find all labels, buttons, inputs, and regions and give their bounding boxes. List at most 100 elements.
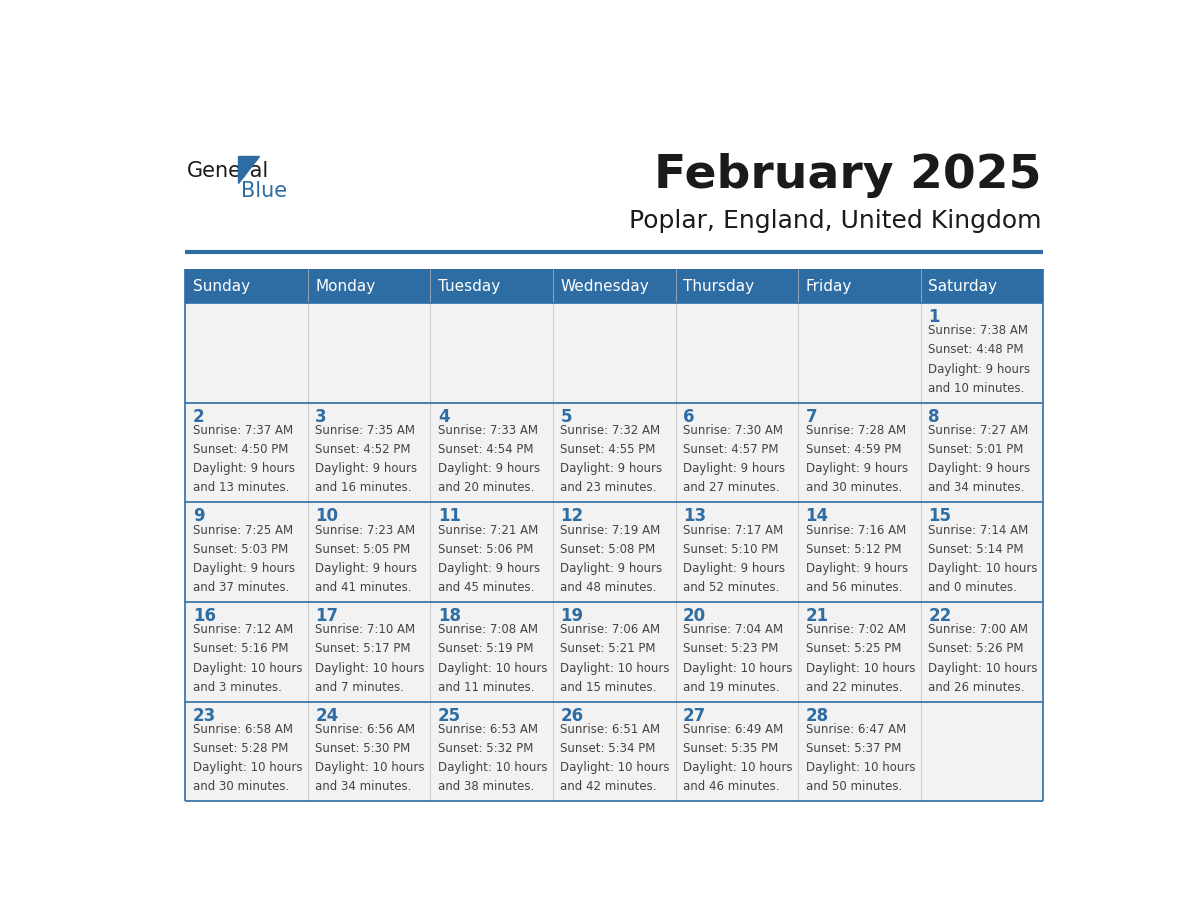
Text: and 30 minutes.: and 30 minutes. [192, 780, 289, 793]
Text: Daylight: 10 hours: Daylight: 10 hours [315, 761, 425, 774]
Text: 26: 26 [561, 707, 583, 724]
Text: Sunset: 4:52 PM: Sunset: 4:52 PM [315, 443, 411, 456]
Text: Daylight: 10 hours: Daylight: 10 hours [315, 662, 425, 675]
Text: 15: 15 [928, 508, 952, 525]
Bar [308, 303, 430, 403]
Bar [430, 602, 554, 701]
Bar [921, 403, 1043, 502]
Text: and 34 minutes.: and 34 minutes. [315, 780, 412, 793]
Polygon shape [239, 156, 259, 183]
Text: Sunrise: 7:04 AM: Sunrise: 7:04 AM [683, 623, 783, 636]
Bar [798, 701, 921, 801]
Text: Sunrise: 7:12 AM: Sunrise: 7:12 AM [192, 623, 293, 636]
Text: 18: 18 [438, 607, 461, 625]
Text: Sunrise: 7:23 AM: Sunrise: 7:23 AM [315, 523, 416, 537]
Bar [554, 403, 676, 502]
Text: 27: 27 [683, 707, 707, 724]
Text: Sunrise: 7:19 AM: Sunrise: 7:19 AM [561, 523, 661, 537]
Text: Daylight: 10 hours: Daylight: 10 hours [683, 761, 792, 774]
Text: and 37 minutes.: and 37 minutes. [192, 581, 289, 594]
Text: Sunrise: 6:47 AM: Sunrise: 6:47 AM [805, 723, 906, 736]
Text: Sunset: 4:57 PM: Sunset: 4:57 PM [683, 443, 778, 456]
Text: and 0 minutes.: and 0 minutes. [928, 581, 1017, 594]
Bar [308, 602, 430, 701]
Text: Daylight: 9 hours: Daylight: 9 hours [561, 562, 663, 575]
Bar [921, 602, 1043, 701]
Text: February 2025: February 2025 [655, 152, 1042, 197]
Text: Sunset: 4:55 PM: Sunset: 4:55 PM [561, 443, 656, 456]
Text: 10: 10 [315, 508, 339, 525]
Text: and 10 minutes.: and 10 minutes. [928, 382, 1024, 395]
Bar [921, 303, 1043, 403]
Text: 4: 4 [438, 408, 449, 426]
Text: Sunset: 5:05 PM: Sunset: 5:05 PM [315, 543, 411, 555]
Text: and 11 minutes.: and 11 minutes. [438, 680, 535, 694]
Text: and 34 minutes.: and 34 minutes. [928, 481, 1024, 494]
Text: Sunrise: 7:14 AM: Sunrise: 7:14 AM [928, 523, 1029, 537]
Text: Sunset: 5:17 PM: Sunset: 5:17 PM [315, 643, 411, 655]
Text: and 50 minutes.: and 50 minutes. [805, 780, 902, 793]
Text: Daylight: 10 hours: Daylight: 10 hours [928, 662, 1037, 675]
Text: Daylight: 10 hours: Daylight: 10 hours [438, 761, 548, 774]
Bar [676, 269, 798, 303]
Text: and 27 minutes.: and 27 minutes. [683, 481, 779, 494]
Text: 23: 23 [192, 707, 216, 724]
Text: 19: 19 [561, 607, 583, 625]
Text: 2: 2 [192, 408, 204, 426]
Text: and 48 minutes.: and 48 minutes. [561, 581, 657, 594]
Text: Daylight: 9 hours: Daylight: 9 hours [438, 462, 541, 476]
Text: 25: 25 [438, 707, 461, 724]
Text: Daylight: 10 hours: Daylight: 10 hours [561, 662, 670, 675]
Text: Sunset: 5:08 PM: Sunset: 5:08 PM [561, 543, 656, 555]
Bar [185, 701, 308, 801]
Text: Sunday: Sunday [192, 279, 249, 294]
Text: and 45 minutes.: and 45 minutes. [438, 581, 535, 594]
Text: and 3 minutes.: and 3 minutes. [192, 680, 282, 694]
Text: Sunrise: 6:58 AM: Sunrise: 6:58 AM [192, 723, 292, 736]
Text: and 13 minutes.: and 13 minutes. [192, 481, 289, 494]
Text: Blue: Blue [240, 181, 286, 201]
Text: Sunrise: 7:06 AM: Sunrise: 7:06 AM [561, 623, 661, 636]
Text: 13: 13 [683, 508, 706, 525]
Text: Sunset: 5:26 PM: Sunset: 5:26 PM [928, 643, 1024, 655]
Bar [554, 502, 676, 602]
Text: Monday: Monday [315, 279, 375, 294]
Text: Sunset: 4:54 PM: Sunset: 4:54 PM [438, 443, 533, 456]
Text: 8: 8 [928, 408, 940, 426]
Text: Thursday: Thursday [683, 279, 754, 294]
Text: Daylight: 10 hours: Daylight: 10 hours [805, 761, 915, 774]
Text: Daylight: 9 hours: Daylight: 9 hours [192, 562, 295, 575]
Bar [185, 303, 308, 403]
Text: 16: 16 [192, 607, 216, 625]
Bar [430, 502, 554, 602]
Bar [308, 269, 430, 303]
Text: Saturday: Saturday [928, 279, 997, 294]
Text: Sunset: 5:16 PM: Sunset: 5:16 PM [192, 643, 289, 655]
Text: 5: 5 [561, 408, 571, 426]
Text: Sunrise: 7:32 AM: Sunrise: 7:32 AM [561, 424, 661, 437]
Text: Sunset: 4:59 PM: Sunset: 4:59 PM [805, 443, 902, 456]
Text: Sunset: 5:30 PM: Sunset: 5:30 PM [315, 742, 411, 756]
Text: 22: 22 [928, 607, 952, 625]
Text: Sunrise: 7:10 AM: Sunrise: 7:10 AM [315, 623, 416, 636]
Text: Daylight: 10 hours: Daylight: 10 hours [805, 662, 915, 675]
Text: Sunrise: 6:51 AM: Sunrise: 6:51 AM [561, 723, 661, 736]
Text: Sunrise: 7:37 AM: Sunrise: 7:37 AM [192, 424, 292, 437]
Bar [185, 269, 308, 303]
Text: Sunset: 5:01 PM: Sunset: 5:01 PM [928, 443, 1024, 456]
Text: and 38 minutes.: and 38 minutes. [438, 780, 535, 793]
Bar [798, 269, 921, 303]
Text: Daylight: 10 hours: Daylight: 10 hours [438, 662, 548, 675]
Text: 14: 14 [805, 508, 829, 525]
Bar [554, 701, 676, 801]
Text: Poplar, England, United Kingdom: Poplar, England, United Kingdom [630, 209, 1042, 233]
Text: Sunset: 5:19 PM: Sunset: 5:19 PM [438, 643, 533, 655]
Text: Sunrise: 7:25 AM: Sunrise: 7:25 AM [192, 523, 292, 537]
Text: Sunset: 5:10 PM: Sunset: 5:10 PM [683, 543, 778, 555]
Text: 11: 11 [438, 508, 461, 525]
Text: 17: 17 [315, 607, 339, 625]
Text: Daylight: 9 hours: Daylight: 9 hours [683, 462, 785, 476]
Text: Daylight: 9 hours: Daylight: 9 hours [315, 462, 417, 476]
Text: 20: 20 [683, 607, 706, 625]
Bar [798, 403, 921, 502]
